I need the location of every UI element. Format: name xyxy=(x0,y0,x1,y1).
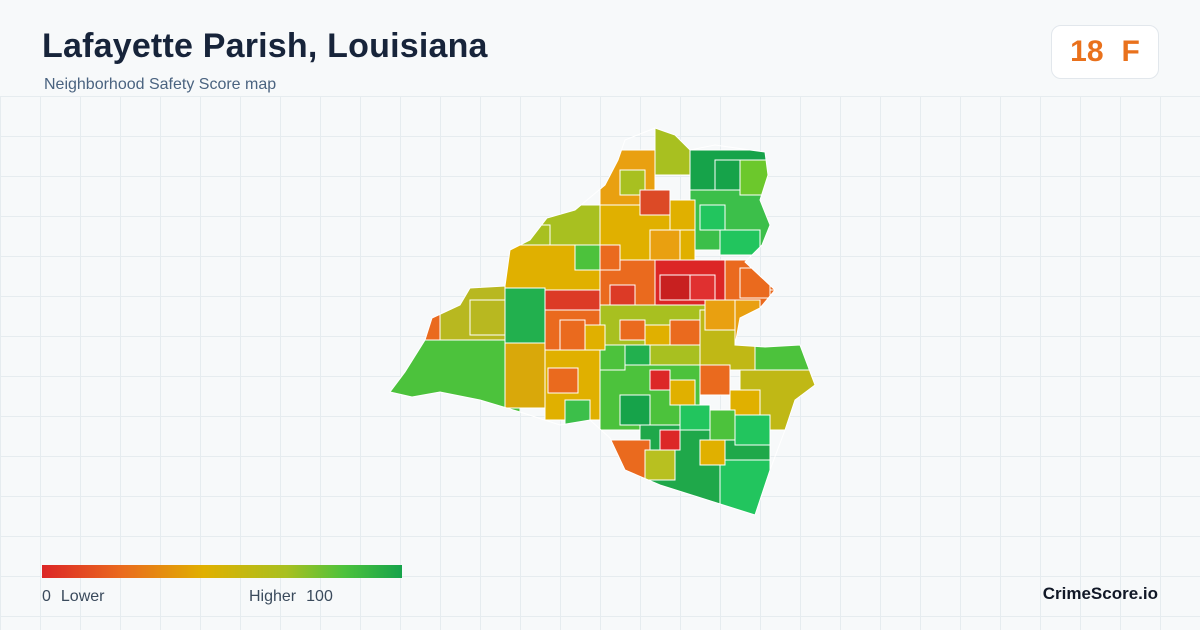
tract-i[interactable] xyxy=(574,244,601,271)
region-south-tip[interactable] xyxy=(719,459,771,520)
tract-o[interactable] xyxy=(739,267,771,299)
tract-ab[interactable] xyxy=(679,404,711,431)
tract-e[interactable] xyxy=(669,199,696,231)
tract-aa[interactable] xyxy=(619,394,651,426)
tract-w[interactable] xyxy=(649,369,671,391)
tract-ag[interactable] xyxy=(559,319,586,351)
tract-y[interactable] xyxy=(699,364,731,396)
tract-b[interactable] xyxy=(547,367,579,394)
tract-a[interactable] xyxy=(564,399,591,426)
region-south-west-tip[interactable] xyxy=(609,439,651,481)
parish-choropleth-map[interactable] xyxy=(380,120,820,520)
grade-badge: 18 F xyxy=(1051,25,1159,79)
legend-min-label: Lower xyxy=(60,588,105,605)
tract-ak[interactable] xyxy=(719,229,761,256)
tract-ae[interactable] xyxy=(659,429,681,451)
tract-r[interactable] xyxy=(619,319,646,341)
tract-l[interactable] xyxy=(609,284,636,306)
legend-max-label: Higher xyxy=(249,588,297,605)
tract-aj[interactable] xyxy=(649,229,681,261)
region-south-pocket[interactable] xyxy=(644,449,676,481)
tract-j[interactable] xyxy=(599,244,621,271)
legend-min-value: 0 xyxy=(42,588,51,605)
tract-d[interactable] xyxy=(639,189,671,216)
region-southwest-central[interactable] xyxy=(504,342,546,409)
tract-t[interactable] xyxy=(669,319,701,346)
tract-m[interactable] xyxy=(659,274,691,301)
tract-k[interactable] xyxy=(519,224,551,246)
grade-letter: F xyxy=(1121,35,1140,68)
tract-al[interactable] xyxy=(769,289,781,301)
region-central-west-north[interactable] xyxy=(544,289,601,311)
tract-ad[interactable] xyxy=(734,414,771,446)
tract-p[interactable] xyxy=(704,299,736,331)
tract-f[interactable] xyxy=(699,204,726,231)
parish-boundary xyxy=(389,127,816,516)
page-subtitle: Neighborhood Safety Score map xyxy=(44,76,277,93)
legend-max-value: 100 xyxy=(306,588,333,605)
tract-s[interactable] xyxy=(644,324,671,346)
grade-score: 18 xyxy=(1070,35,1104,68)
tract-ai[interactable] xyxy=(469,299,506,336)
tract-v[interactable] xyxy=(624,344,651,366)
region-southwest[interactable] xyxy=(380,334,521,416)
region-north-top[interactable] xyxy=(654,125,696,176)
tract-x[interactable] xyxy=(669,379,696,406)
page-title: Lafayette Parish, Louisiana xyxy=(42,27,488,65)
tract-af[interactable] xyxy=(699,439,726,466)
tract-ac[interactable] xyxy=(709,409,736,441)
legend-color-bar xyxy=(42,565,402,578)
tract-n[interactable] xyxy=(689,274,716,301)
region-west-central[interactable] xyxy=(504,287,546,344)
brand-logo-text: CrimeScore.io xyxy=(1042,584,1158,603)
tract-ah[interactable] xyxy=(584,324,606,351)
header: Lafayette Parish, Louisiana Neighborhood… xyxy=(0,0,1200,96)
